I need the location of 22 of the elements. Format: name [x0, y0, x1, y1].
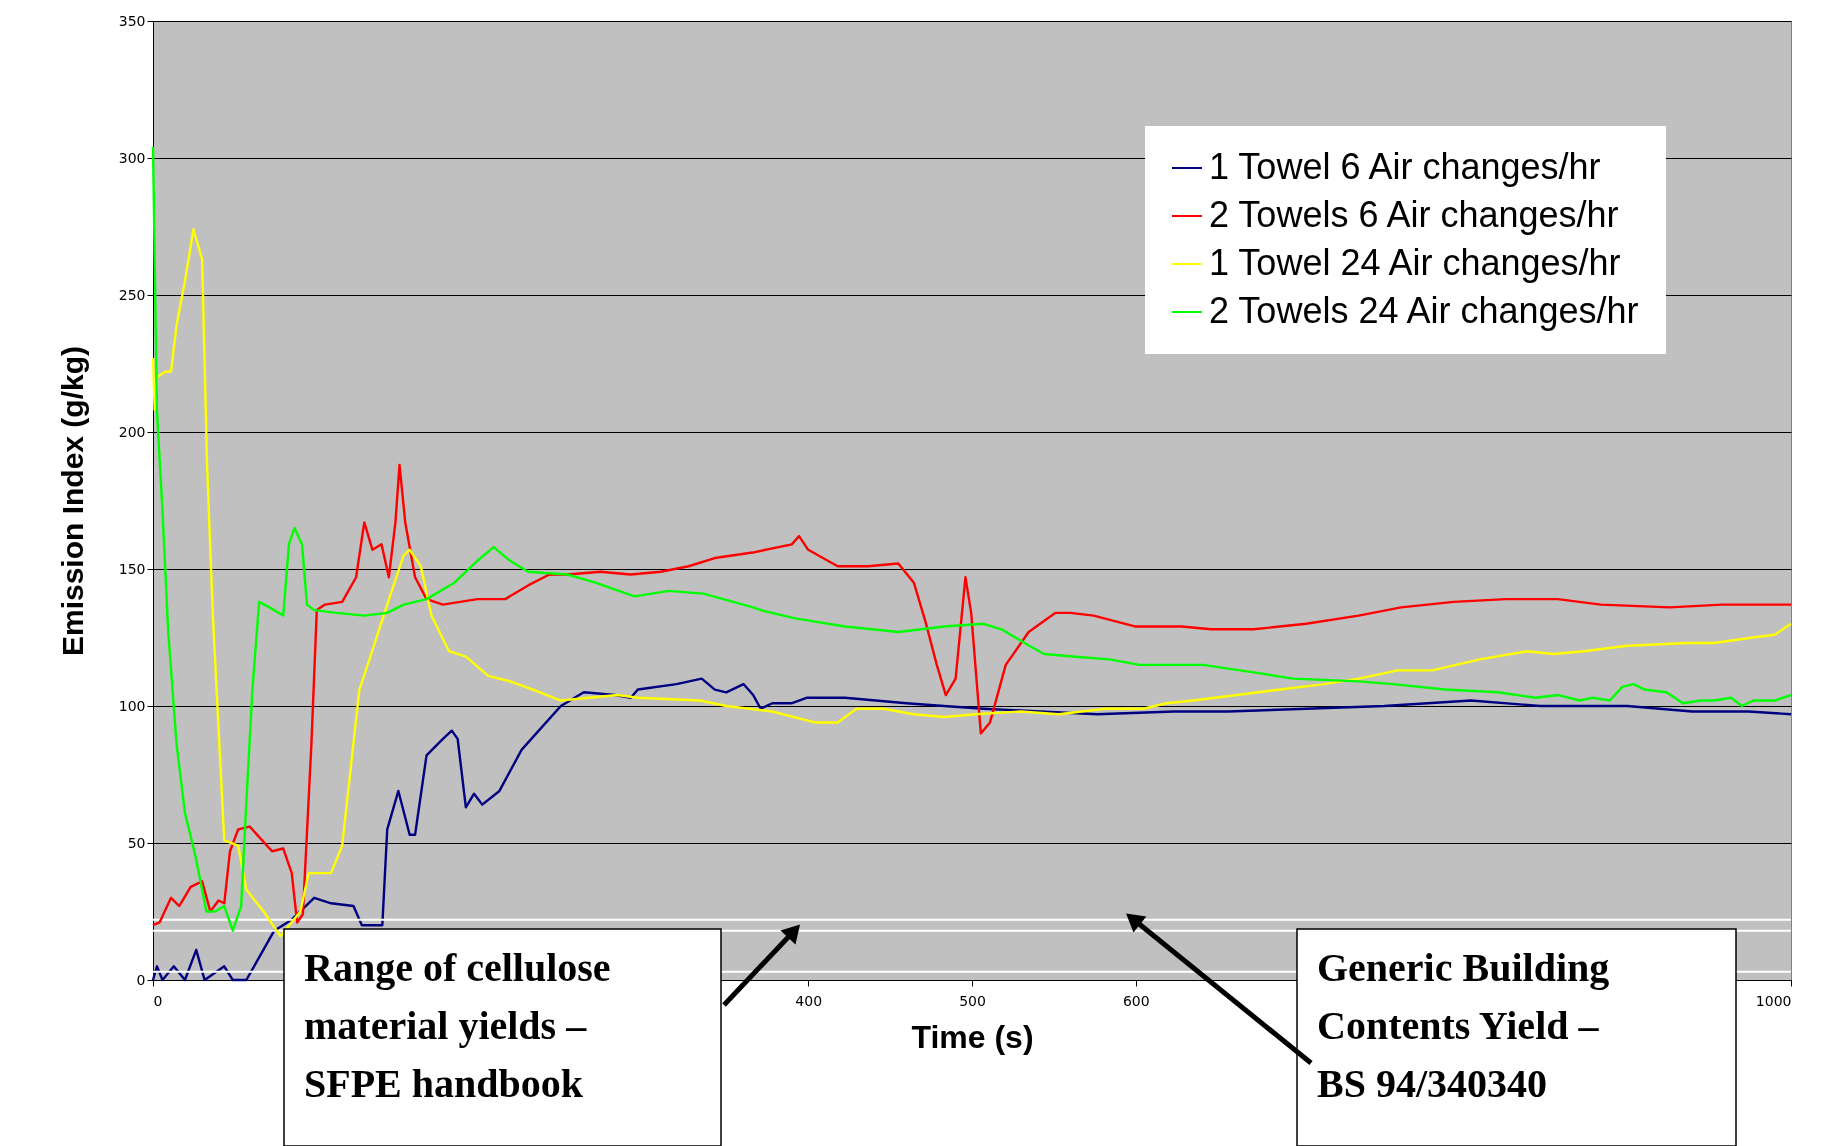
y-tick-label: 0: [136, 971, 146, 988]
legend-label: 1 Towel 6 Air changes/hr: [1209, 146, 1601, 187]
legend-label: 2 Towels 24 Air changes/hr: [1209, 290, 1639, 331]
x-tick-label: 1000: [1755, 992, 1792, 1009]
y-tick-label: 100: [118, 697, 146, 714]
x-tick-label: 0: [153, 992, 163, 1009]
ref-line-label: Range of cellulose material yields – SFPE handbook: [304, 945, 611, 1106]
y-tick-label: 300: [118, 149, 146, 166]
x-axis-title: Time (s): [911, 1018, 1034, 1055]
legend-label: 1 Towel 24 Air changes/hr: [1209, 242, 1621, 283]
x-tick-label: 500: [959, 992, 986, 1009]
y-axis-title: Emission Index (g/kg): [55, 345, 89, 657]
y-tick-label: 150: [118, 560, 146, 577]
y-tick-label: 50: [127, 834, 146, 851]
x-tick-label: 400: [795, 992, 823, 1009]
ref-line-label: Generic Building Contents Yield – BS 94/340340: [1317, 945, 1610, 1106]
y-tick-label: 350: [118, 12, 146, 29]
x-tick-label: 600: [1122, 992, 1150, 1009]
legend-label: 2 Towels 6 Air changes/hr: [1209, 194, 1619, 235]
y-tick-label: 200: [118, 423, 146, 440]
line-series: [151, 463, 1793, 927]
y-tick-label: 250: [118, 286, 146, 303]
